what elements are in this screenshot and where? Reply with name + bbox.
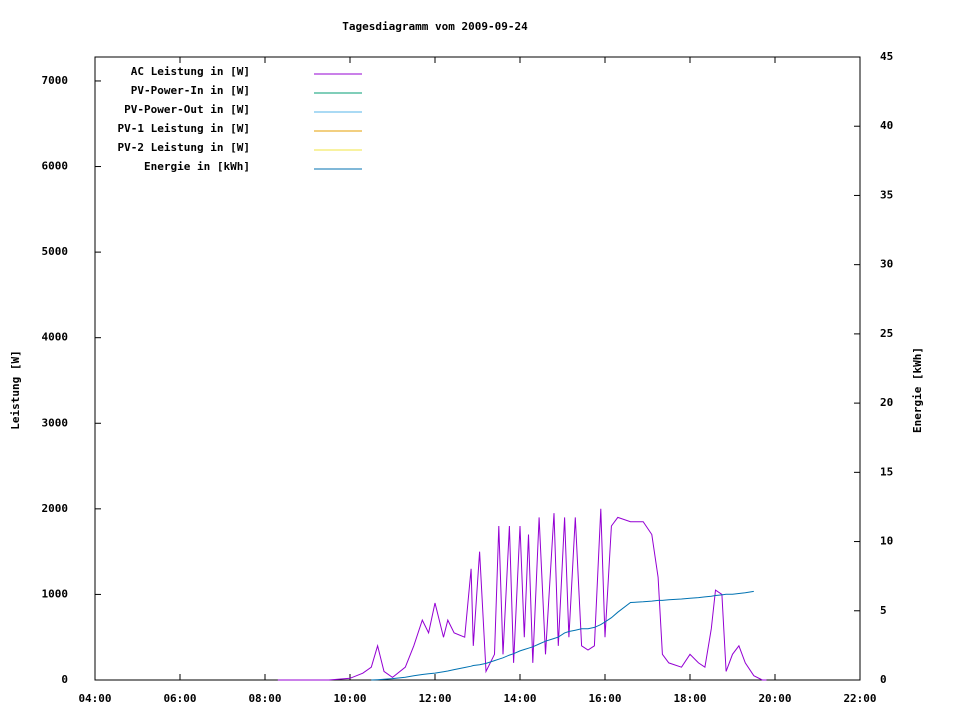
legend-label: PV-Power-In in [W]: [131, 84, 250, 97]
y2-tick-label: 40: [880, 119, 893, 132]
x-tick-label: 10:00: [333, 692, 366, 705]
legend-label: PV-1 Leistung in [W]: [118, 122, 250, 135]
legend-label: Energie in [kWh]: [144, 160, 250, 173]
y-tick-label: 1000: [42, 587, 69, 600]
y2-tick-label: 0: [880, 673, 887, 686]
x-tick-label: 12:00: [418, 692, 451, 705]
y-tick-label: 6000: [42, 160, 69, 173]
legend-label: AC Leistung in [W]: [131, 65, 250, 78]
y2-tick-label: 30: [880, 258, 893, 271]
x-tick-label: 06:00: [163, 692, 196, 705]
y2-tick-label: 15: [880, 465, 893, 478]
series-line: [277, 508, 767, 681]
y2-tick-label: 10: [880, 535, 893, 548]
y-tick-label: 7000: [42, 74, 69, 87]
series-line: [371, 590, 754, 681]
y-axis-label: Leistung [W]: [9, 350, 22, 429]
y-tick-label: 5000: [42, 245, 69, 258]
plot-frame: [94, 56, 861, 681]
legend-label: PV-2 Leistung in [W]: [118, 141, 250, 154]
x-tick-label: 16:00: [588, 692, 621, 705]
chart-title: Tagesdiagramm vom 2009-09-24: [342, 20, 528, 33]
y2-tick-label: 25: [880, 327, 893, 340]
x-tick-label: 08:00: [248, 692, 281, 705]
y2-tick-label: 45: [880, 50, 893, 63]
y-tick-label: 4000: [42, 331, 69, 344]
y2-tick-label: 35: [880, 188, 893, 201]
y-tick-label: 3000: [42, 416, 69, 429]
x-tick-label: 14:00: [503, 692, 536, 705]
x-tick-label: 04:00: [78, 692, 111, 705]
y-tick-label: 2000: [42, 502, 69, 515]
x-tick-label: 20:00: [758, 692, 791, 705]
y2-tick-label: 5: [880, 604, 887, 617]
y2-tick-label: 20: [880, 396, 893, 409]
y-tick-label: 0: [61, 673, 68, 686]
x-tick-label: 18:00: [673, 692, 706, 705]
y2-axis-label: Energie [kWh]: [911, 347, 924, 433]
legend-label: PV-Power-Out in [W]: [124, 103, 250, 116]
x-tick-label: 22:00: [843, 692, 876, 705]
